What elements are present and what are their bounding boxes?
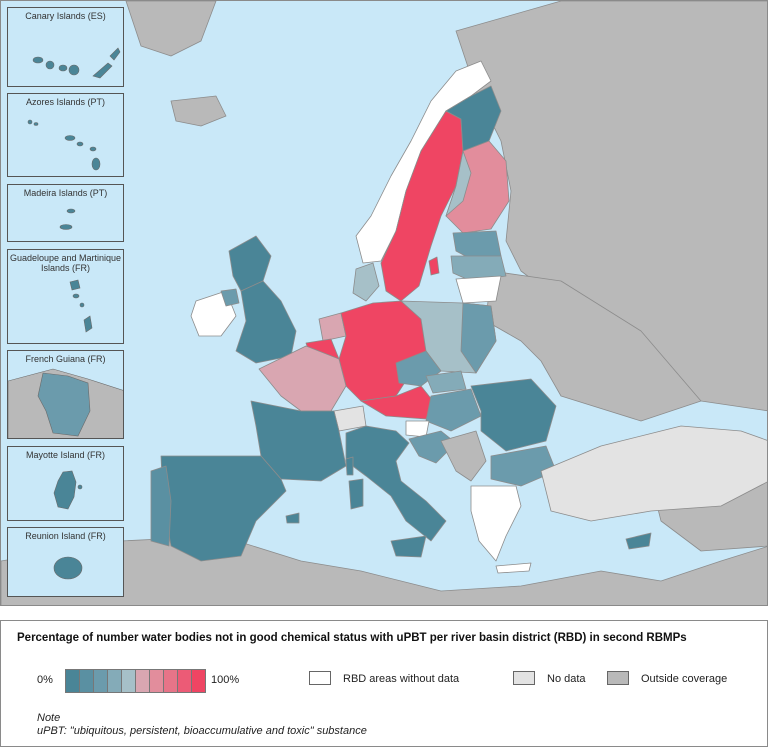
iceland <box>170 95 227 127</box>
canary-islands-shapes <box>32 47 121 79</box>
england <box>235 280 297 364</box>
belarus-ukraine-region <box>485 270 702 422</box>
norway <box>355 60 492 264</box>
scale-swatch <box>121 669 136 693</box>
legend-panel: Percentage of number water bodies not in… <box>0 620 768 747</box>
inset-french-guiana: French Guiana (FR) <box>7 350 124 439</box>
note-text: uPBT: "ubiquitous, persistent, bioaccumu… <box>37 725 367 737</box>
europe-map <box>1 1 767 605</box>
no-rbd-data-swatch <box>309 671 331 685</box>
scale-swatch <box>107 669 122 693</box>
inset-title: Canary Islands (ES) <box>25 11 106 21</box>
scale-max-label: 100% <box>211 674 240 686</box>
scale-swatch <box>79 669 94 693</box>
romania <box>470 378 557 452</box>
legend-title: Percentage of number water bodies not in… <box>17 632 687 644</box>
spain <box>160 455 287 562</box>
turkey <box>540 425 767 522</box>
inset-reunion-island: Reunion Island (FR) <box>7 527 124 597</box>
inset-title: French Guiana (FR) <box>25 354 106 364</box>
reunion-island-shapes <box>53 556 83 580</box>
inset-azores-islands: Azores Islands (PT) <box>7 93 124 177</box>
inset-title: Mayotte Island (FR) <box>25 450 106 460</box>
inset-title: Azores Islands (PT) <box>25 97 106 107</box>
portugal <box>150 465 172 547</box>
no-rbd-data-label: RBD areas without data <box>343 673 460 685</box>
scale-swatch <box>65 669 80 693</box>
inset-title: Guadeloupe and Martinique Islands (FR) <box>9 253 122 273</box>
finland-north <box>445 85 502 152</box>
inset-title: Madeira Islands (PT) <box>23 188 108 198</box>
mallorca <box>285 512 300 524</box>
sardinia <box>348 478 364 510</box>
inset-madeira-islands: Madeira Islands (PT) <box>7 184 124 242</box>
croatia <box>408 430 457 464</box>
northern-ireland <box>220 288 240 307</box>
scale-swatch <box>163 669 178 693</box>
bulgaria <box>490 445 557 487</box>
scale-swatch <box>191 669 206 693</box>
french-guiana-shapes <box>8 368 123 438</box>
scale-swatch <box>149 669 164 693</box>
poland-east <box>460 302 497 374</box>
no-data-swatch <box>513 671 535 685</box>
greece <box>470 485 522 562</box>
no-data-label: No data <box>547 673 586 685</box>
gotland <box>428 256 440 276</box>
scale-min-label: 0% <box>37 674 53 686</box>
inset-title: Reunion Island (FR) <box>25 531 106 541</box>
corsica <box>345 456 354 476</box>
map-area: Canary Islands (ES) Azores Islands (PT) … <box>0 0 768 606</box>
madeira-islands-shapes <box>59 208 76 230</box>
switzerland <box>333 405 367 432</box>
cyprus <box>625 532 652 550</box>
crete <box>495 562 532 574</box>
hungary <box>425 388 482 432</box>
slovakia <box>425 370 467 394</box>
mayotte-island-shapes <box>53 470 83 510</box>
scale-swatch <box>177 669 192 693</box>
bosnia-serbia <box>440 430 487 482</box>
azores-islands-shapes <box>27 119 101 171</box>
guadeloupe-martinique-shapes <box>69 279 93 333</box>
germany <box>338 300 427 402</box>
inset-canary-islands: Canary Islands (ES) <box>7 7 124 87</box>
outside-coverage-label: Outside coverage <box>641 673 728 685</box>
france-north <box>258 345 347 412</box>
inset-mayotte-island: Mayotte Island (FR) <box>7 446 124 521</box>
scale-swatch <box>135 669 150 693</box>
note-title: Note <box>37 712 61 724</box>
sicily <box>390 535 427 558</box>
denmark <box>352 262 380 302</box>
finland-mid <box>445 150 472 217</box>
estonia <box>452 230 502 260</box>
france <box>250 400 347 482</box>
scale-swatch <box>93 669 108 693</box>
greenland-tip <box>125 1 217 57</box>
inset-guadeloupe-martinique: Guadeloupe and Martinique Islands (FR) <box>7 249 124 344</box>
lithuania <box>455 275 502 304</box>
italy <box>345 425 447 542</box>
outside-coverage-swatch <box>607 671 629 685</box>
